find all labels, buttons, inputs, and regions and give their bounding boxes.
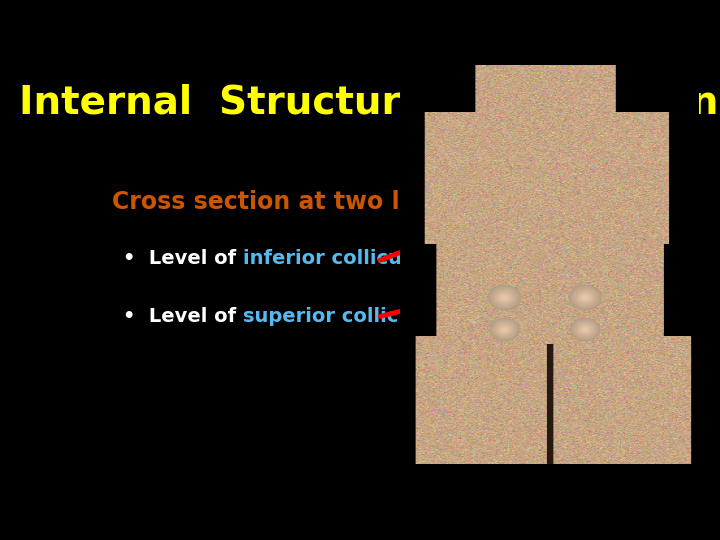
Text: Cross section at two levels: Cross section at two levels (112, 190, 469, 213)
Text: •  Level of: • Level of (124, 307, 243, 326)
Text: •  Level of: • Level of (124, 248, 243, 268)
Text: inferior colliculus: inferior colliculus (243, 248, 434, 268)
Text: superior colliculus: superior colliculus (243, 307, 445, 326)
Text: Internal  Structure  of  Midbrain: Internal Structure of Midbrain (19, 84, 719, 122)
